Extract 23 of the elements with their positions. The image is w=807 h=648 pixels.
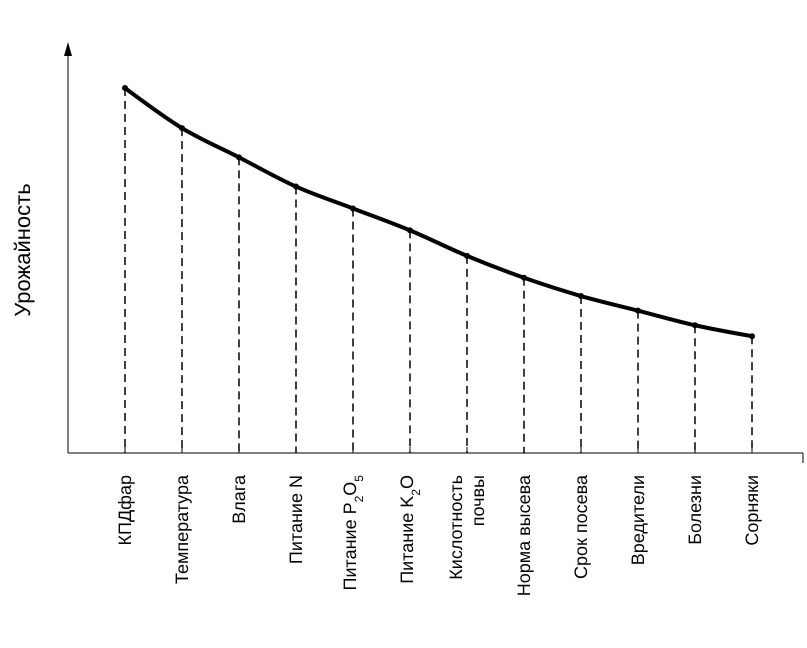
x-tick-label: Влага <box>229 474 249 524</box>
x-tick-label: Норма высева <box>514 474 534 596</box>
point <box>464 252 470 259</box>
point <box>122 85 128 91</box>
point <box>749 333 755 340</box>
x-tick-label: Питание N <box>286 475 306 564</box>
point <box>578 293 584 300</box>
x-tick-label: Срок посева <box>571 474 591 580</box>
point <box>407 227 413 234</box>
x-tick-label: Болезни <box>685 475 705 545</box>
x-tick-label: КПДфар <box>115 475 135 546</box>
x-tick-label: Сорняки <box>742 475 762 546</box>
point <box>521 274 527 281</box>
point <box>293 184 299 190</box>
point <box>692 322 698 328</box>
point <box>350 205 356 212</box>
x-tick-label: Кислотность почвы <box>446 475 488 580</box>
point <box>179 125 185 132</box>
point <box>635 308 641 314</box>
x-tick-label: Вредители <box>628 475 648 566</box>
point <box>236 154 242 160</box>
y-axis-title: Урожайность <box>10 183 35 317</box>
x-tick-label: Температура <box>172 474 192 584</box>
